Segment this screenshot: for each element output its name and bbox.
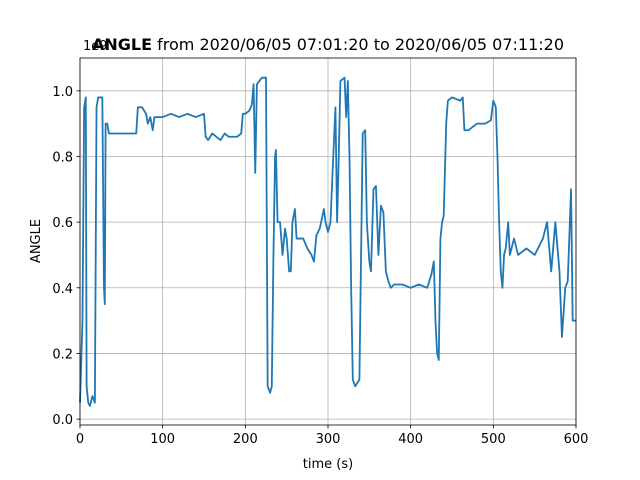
x-tick-label: 500 (481, 432, 506, 447)
y-tick-label: 0.8 (52, 150, 73, 165)
title-rest: from 2020/06/05 07:01:20 to 2020/06/05 0… (152, 35, 564, 54)
title-bold: ANGLE (92, 35, 152, 54)
x-tick-label: 300 (316, 432, 341, 447)
x-tick-label: 400 (398, 432, 423, 447)
plot-frame (79, 57, 577, 426)
x-tick-label: 0 (76, 432, 84, 447)
y-tick-label: 0.4 (52, 282, 73, 297)
x-tick-label: 100 (150, 432, 175, 447)
offset-text: 1e9 (83, 39, 108, 54)
y-tick-label: 0.2 (52, 347, 73, 362)
y-tick-label: 1.0 (52, 85, 73, 100)
chart-title: ANGLE from 2020/06/05 07:01:20 to 2020/0… (92, 35, 564, 54)
y-tick-label: 0.6 (52, 216, 73, 231)
x-axis-label: time (s) (303, 457, 353, 472)
data-line (79, 76, 576, 407)
x-tick-label: 200 (233, 432, 258, 447)
y-tick-label: 0.0 (52, 413, 73, 428)
x-tick-label: 600 (564, 432, 589, 447)
y-axis-label: ANGLE (29, 219, 44, 263)
